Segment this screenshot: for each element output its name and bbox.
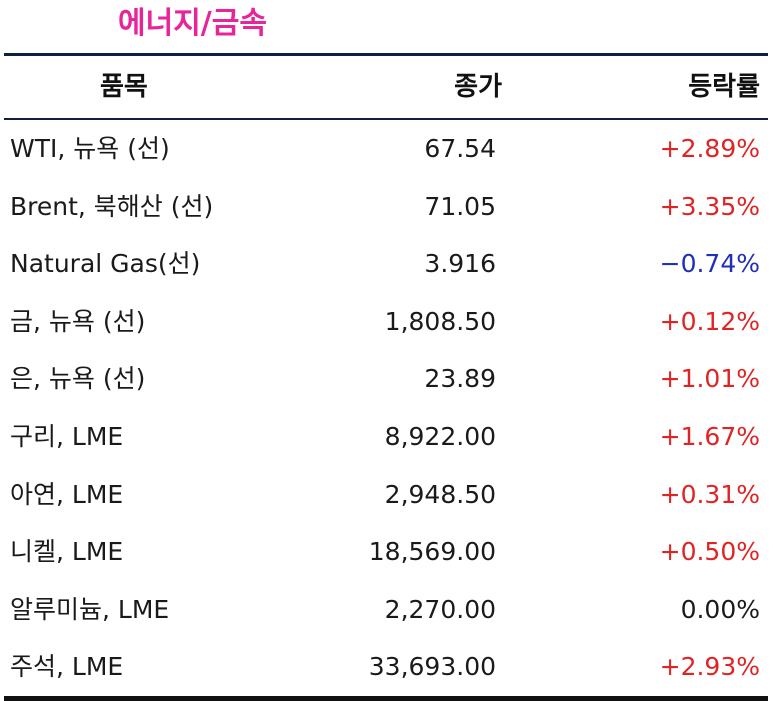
column-header-name: 품목	[100, 72, 148, 102]
row-change: +1.01%	[659, 364, 760, 394]
row-price: 71.05	[424, 191, 496, 221]
row-change: +0.50%	[659, 537, 760, 567]
row-change: +3.35%	[659, 191, 760, 221]
row-price: 18,569.00	[368, 537, 496, 567]
table-row: 알루미늄, LME 2,270.00 0.00%	[4, 581, 768, 639]
table-row: 구리, LME 8,922.00 +1.67%	[4, 408, 768, 466]
row-name: Natural Gas(선)	[10, 249, 201, 279]
row-name: WTI, 뉴욕 (선)	[10, 134, 170, 163]
row-price: 2,270.00	[384, 594, 496, 624]
column-header-change: 등락률	[688, 72, 760, 102]
table-row: Natural Gas(선) 3.916 −0.74%	[4, 235, 768, 293]
row-change: +2.93%	[659, 652, 760, 682]
table-row: WTI, 뉴욕 (선) 67.54 +2.89%	[4, 120, 768, 178]
row-price: 3.916	[424, 249, 496, 279]
row-price: 67.54	[424, 134, 496, 163]
table-top-rule	[4, 53, 768, 56]
row-change: 0.00%	[680, 594, 760, 624]
table-row: 니켈, LME 18,569.00 +0.50%	[4, 523, 768, 581]
row-change: +0.31%	[659, 479, 760, 509]
row-name: 니켈, LME	[10, 537, 124, 567]
row-change: +1.67%	[659, 421, 760, 451]
row-price: 1,808.50	[384, 306, 496, 336]
row-price: 2,948.50	[384, 479, 496, 509]
row-name: 주석, LME	[10, 652, 124, 682]
row-name: 구리, LME	[10, 421, 124, 451]
table-header-rule	[4, 118, 768, 120]
row-name: Brent, 북해산 (선)	[10, 191, 214, 221]
row-name: 아연, LME	[10, 479, 124, 509]
table-row: 금, 뉴욕 (선) 1,808.50 +0.12%	[4, 293, 768, 351]
page-title: 에너지/금속	[118, 6, 267, 41]
column-header-price: 종가	[454, 72, 502, 102]
row-change: −0.74%	[659, 249, 760, 279]
row-name: 금, 뉴욕 (선)	[10, 306, 146, 336]
row-name: 은, 뉴욕 (선)	[10, 364, 146, 394]
table-row: 아연, LME 2,948.50 +0.31%	[4, 466, 768, 524]
table-row: 주석, LME 33,693.00 +2.93%	[4, 638, 768, 696]
row-change: +0.12%	[659, 306, 760, 336]
table-bottom-rule	[4, 695, 768, 701]
row-price: 23.89	[424, 364, 496, 394]
table-row: 은, 뉴욕 (선) 23.89 +1.01%	[4, 350, 768, 408]
table-header: 품목 종가 등락률	[4, 56, 768, 118]
row-name: 알루미늄, LME	[10, 594, 170, 624]
row-price: 8,922.00	[384, 421, 496, 451]
commodity-table: 품목 종가 등락률 WTI, 뉴욕 (선) 67.54 +2.89% Brent…	[4, 53, 768, 701]
row-change: +2.89%	[659, 134, 760, 163]
row-price: 33,693.00	[368, 652, 496, 682]
table-row: Brent, 북해산 (선) 71.05 +3.35%	[4, 178, 768, 236]
